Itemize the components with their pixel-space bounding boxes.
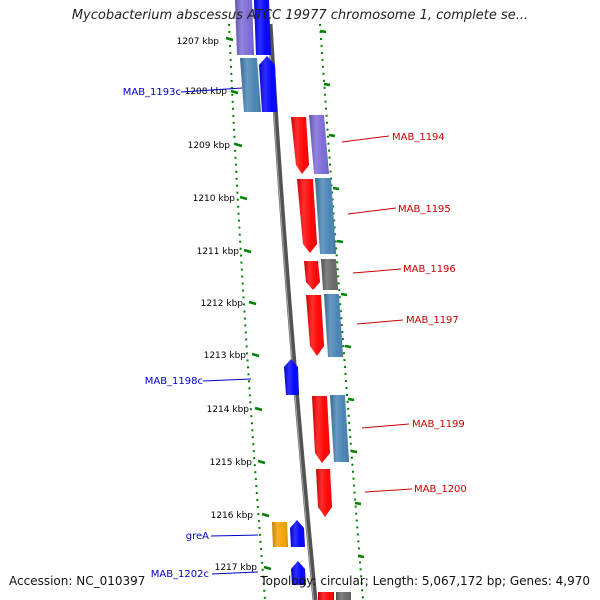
scale-label: 1209 kbp xyxy=(188,141,231,151)
right-scale-tick xyxy=(336,239,344,244)
gene-feature-mab-1195-steel[interactable] xyxy=(315,178,336,254)
gene-feature-mab-1193c-arrow[interactable] xyxy=(259,56,277,112)
scale-tick xyxy=(261,512,270,518)
scale-tick xyxy=(230,89,239,95)
right-scale-tick xyxy=(344,344,352,349)
scale-label: 1216 kbp xyxy=(211,511,254,521)
gene-leader-line xyxy=(180,87,243,93)
scale-labels: 1207 kbp 1208 kbp 1209 kbp 1210 kbp 1211… xyxy=(177,37,258,573)
gene-label-grea[interactable]: greA xyxy=(186,531,209,542)
right-scale-tick xyxy=(354,501,362,506)
scale-tick xyxy=(234,142,243,148)
gene-leader-line xyxy=(210,534,259,537)
scale-label: 1210 kbp xyxy=(193,194,236,204)
gene-leader-line xyxy=(352,268,402,274)
gene-leader-line xyxy=(347,207,397,215)
gene-feature-mab-1194-arrow[interactable] xyxy=(291,117,309,174)
scale-label: 1211 kbp xyxy=(197,247,240,257)
gene-leader-line xyxy=(364,488,413,493)
gene-label-leaders xyxy=(180,87,413,575)
gene-feature-top-blue[interactable] xyxy=(254,0,271,55)
gene-feature-mab-1200-arrow[interactable] xyxy=(316,469,332,517)
scale-tick xyxy=(248,300,257,306)
right-scale-tick xyxy=(328,133,336,138)
gene-label-mab-1196[interactable]: MAB_1196 xyxy=(403,264,456,275)
right-scale-tick xyxy=(340,292,348,297)
gene-feature-mab-1195-arrow[interactable] xyxy=(297,179,317,253)
genome-summary-text: Topology: circular; Length: 5,067,172 bp… xyxy=(260,574,590,588)
gene-leader-line xyxy=(211,571,259,575)
gene-label-mab-1200[interactable]: MAB_1200 xyxy=(414,484,467,495)
gene-label-mab-1193c[interactable]: MAB_1193c xyxy=(123,87,181,98)
scale-tick xyxy=(239,195,248,201)
gene-labels: MAB_1193c MAB_1194 MAB_1195 MAB_1196 MAB… xyxy=(123,87,467,580)
scale-label: 1207 kbp xyxy=(177,37,220,47)
scale-tick xyxy=(251,352,260,358)
gene-feature-mab-1198c[interactable] xyxy=(284,359,299,395)
gene-feature-grea-arrow[interactable] xyxy=(290,520,305,547)
scale-label: 1212 kbp xyxy=(201,299,244,309)
right-scale-tick xyxy=(332,186,340,191)
genes-left-track xyxy=(235,0,306,585)
gene-leader-line xyxy=(361,423,410,429)
gene-label-mab-1198c[interactable]: MAB_1198c xyxy=(145,376,203,387)
right-scale-tick xyxy=(357,554,365,559)
scale-tick xyxy=(225,36,234,42)
right-scale-tick xyxy=(323,82,331,87)
gene-feature-top-purple[interactable] xyxy=(235,0,254,55)
gene-label-mab-1195[interactable]: MAB_1195 xyxy=(398,204,451,215)
scale-label: 1217 kbp xyxy=(215,563,258,573)
gene-feature-mab-1197-arrow[interactable] xyxy=(306,295,324,356)
gene-feature-mab-1197-steel[interactable] xyxy=(324,294,343,357)
gene-feature-mab-1194-purple[interactable] xyxy=(309,115,329,174)
gene-label-mab-1197[interactable]: MAB_1197 xyxy=(406,315,459,326)
accession-text: Accession: NC_010397 xyxy=(9,574,146,588)
scale-label: 1213 kbp xyxy=(204,351,247,361)
gene-feature-mab-1196-arrow[interactable] xyxy=(304,261,320,290)
right-scale-tick xyxy=(319,29,327,34)
scale-ticks xyxy=(225,29,365,571)
gene-leader-line xyxy=(356,319,404,325)
page-title: Mycobacterium abscessus ATCC 19977 chrom… xyxy=(71,8,529,23)
gene-feature-mab-1199-steel[interactable] xyxy=(330,395,349,462)
gene-feature-mab-1193c-steel[interactable] xyxy=(240,58,261,112)
scale-tick xyxy=(257,459,266,465)
gene-feature-mab-1199-arrow[interactable] xyxy=(312,396,330,463)
right-scale-tick xyxy=(347,397,355,402)
gene-leader-line xyxy=(341,135,390,143)
scale-tick xyxy=(263,565,272,571)
gene-feature-bottom-red-fragment[interactable] xyxy=(318,592,334,600)
gene-leader-line xyxy=(202,378,252,382)
scale-label: 1208 kbp xyxy=(185,87,228,97)
gene-label-mab-1199[interactable]: MAB_1199 xyxy=(412,419,465,430)
scale-tick xyxy=(243,248,252,254)
gene-feature-grea-orange[interactable] xyxy=(272,522,288,547)
gene-label-mab-1202c[interactable]: MAB_1202c xyxy=(151,569,209,580)
gene-feature-mab-1202c[interactable] xyxy=(291,561,306,585)
gene-feature-bottom-gray-fragment[interactable] xyxy=(336,592,351,600)
gene-label-mab-1194[interactable]: MAB_1194 xyxy=(392,132,445,143)
scale-tick xyxy=(254,406,263,412)
scale-label: 1214 kbp xyxy=(207,405,250,415)
right-scale-tick xyxy=(350,449,358,454)
gene-feature-mab-1196-gray[interactable] xyxy=(321,259,338,290)
scale-label: 1215 kbp xyxy=(210,458,253,468)
genes-right-track xyxy=(291,115,351,600)
